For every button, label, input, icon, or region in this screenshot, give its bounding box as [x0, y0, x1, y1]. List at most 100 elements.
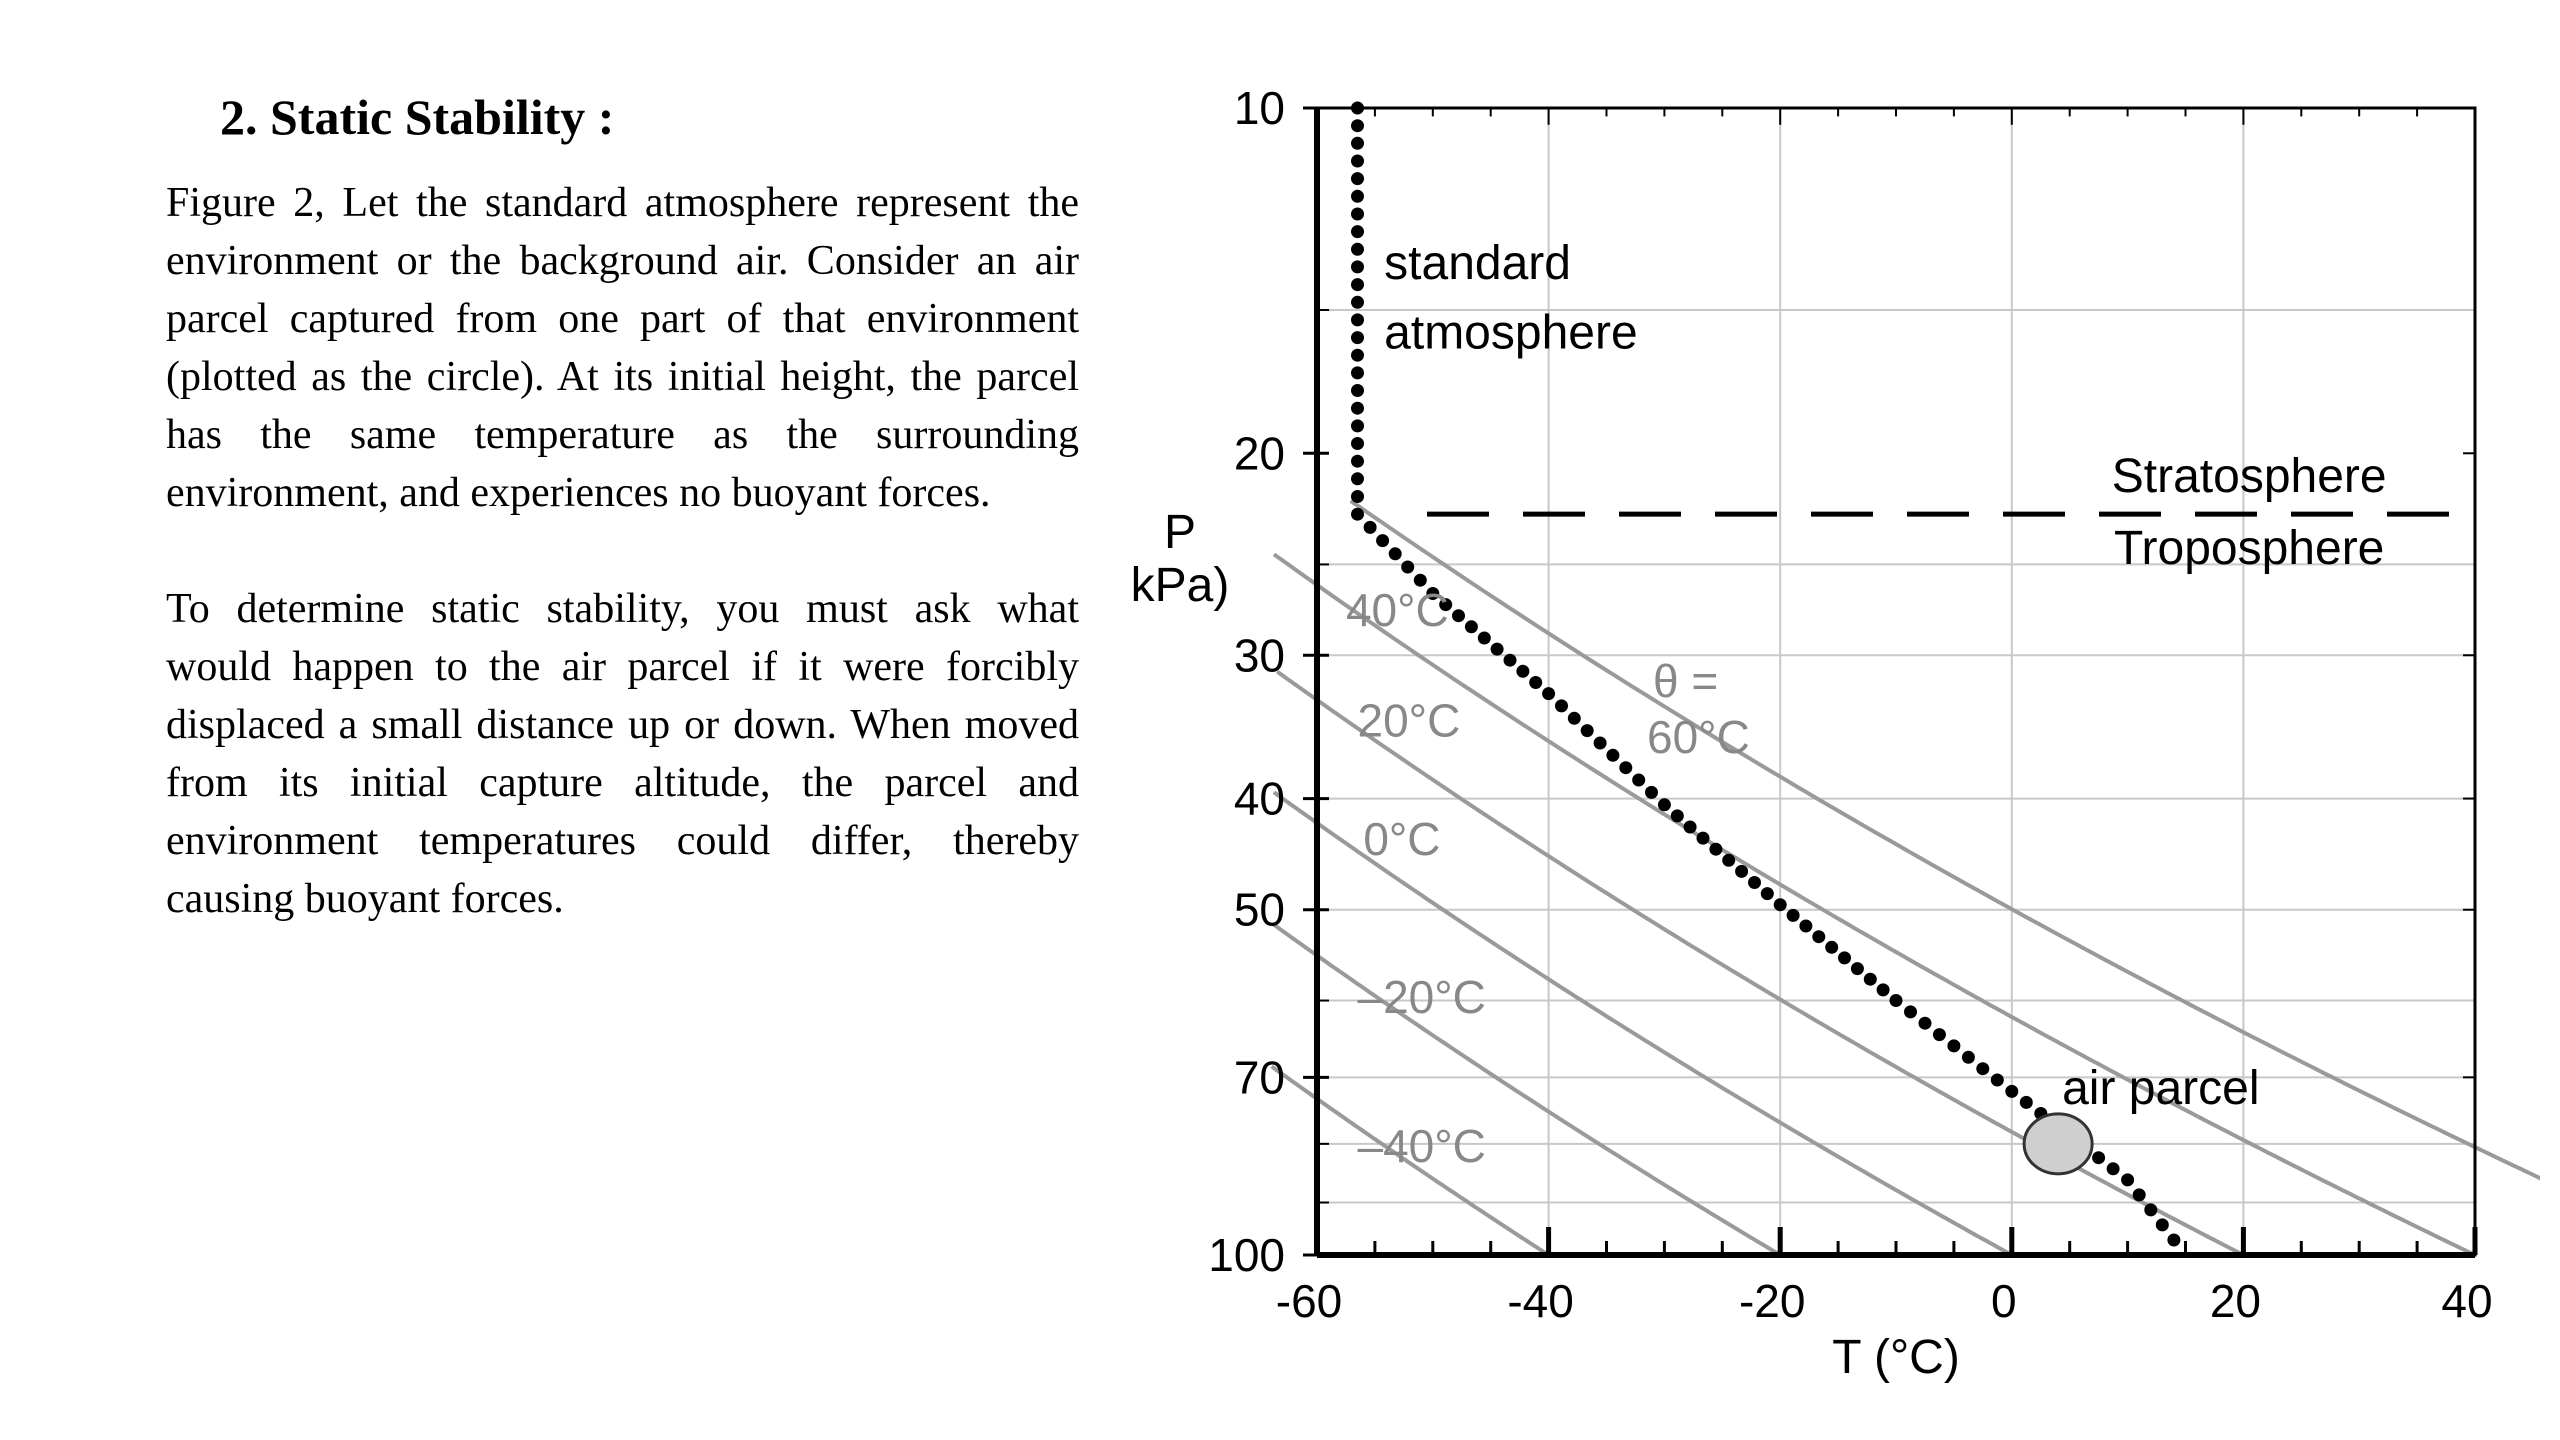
- standard-atmosphere-dot: [2144, 1203, 2158, 1217]
- standard-atmosphere-dot: [1904, 1005, 1917, 1019]
- standard-atmosphere-dot: [2092, 1151, 2106, 1165]
- standard-atmosphere-dot: [1670, 809, 1684, 823]
- standard-atmosphere-dot: [1439, 598, 1453, 612]
- standard-atmosphere-label-line1: standard: [1384, 237, 1571, 290]
- y-tick-label: 10: [1234, 82, 1285, 134]
- standard-atmosphere-dot: [1351, 419, 1364, 433]
- dry-adiabat-line: [1349, 499, 2540, 1181]
- adiabat-label: 20°C: [1358, 694, 1461, 746]
- standard-atmosphere-dot: [1889, 994, 1903, 1007]
- dry-adiabat-line: [1270, 1064, 1550, 1257]
- standard-atmosphere-dot: [1593, 736, 1607, 750]
- y-tick-label: 70: [1234, 1051, 1285, 1103]
- standard-atmosphere-dot: [1351, 260, 1364, 274]
- standard-atmosphere-dot: [1351, 454, 1364, 468]
- air-parcel-marker: [2022, 1112, 2094, 1176]
- paragraph-environment: Figure 2, Let the standard atmosphere re…: [166, 180, 1079, 516]
- standard-atmosphere-dot: [1657, 798, 1671, 812]
- paragraph-static-stability: To determine static stability, you must …: [166, 586, 1079, 922]
- stability-diagram: -60 -40 -20 0 20 40 10 20 30 40 50 70 100 air parcel…: [1131, 82, 2540, 1384]
- standard-atmosphere-dot: [1947, 1039, 1961, 1053]
- standard-atmosphere-dot: [1401, 560, 1415, 574]
- standard-atmosphere-dot: [2132, 1188, 2146, 1202]
- dry-adiabat-line: [1272, 552, 2476, 1257]
- standard-atmosphere-dot: [2167, 1233, 2181, 1247]
- standard-atmosphere-dot: [1863, 972, 1877, 986]
- grid: [1317, 108, 2475, 1255]
- standard-atmosphere-dot: [1632, 773, 1646, 787]
- standard-atmosphere-dot: [1760, 887, 1774, 901]
- standard-atmosphere-dot: [1351, 348, 1364, 362]
- x-tick-label: 20: [2210, 1275, 2261, 1327]
- dry-adiabat-line: [1272, 790, 2013, 1257]
- standard-atmosphere-dot: [1932, 1028, 1946, 1042]
- standard-atmosphere-dot: [1351, 437, 1364, 450]
- standard-atmosphere-dot: [1351, 401, 1364, 415]
- adiabat-label: 0°C: [1363, 813, 1440, 865]
- standard-atmosphere-dot: [1376, 534, 1390, 548]
- air-parcel-label: air parcel: [2062, 1062, 2259, 1115]
- y-tick-label: 40: [1234, 773, 1285, 825]
- chart-labels: air parcel standard atmosphere Stratosphere…: [1131, 237, 2387, 1384]
- dry-adiabat-line: [1276, 669, 2245, 1257]
- standard-atmosphere-dot: [1838, 951, 1851, 965]
- standard-atmosphere-dot: [1351, 278, 1364, 292]
- standard-atmosphere-dot: [1351, 189, 1364, 203]
- standard-atmosphere-dot: [1709, 842, 1723, 856]
- y-axis-title-line2: kPa): [1131, 559, 1230, 612]
- standard-atmosphere-label-line2: atmosphere: [1384, 306, 1637, 359]
- x-tick-label: 0: [1991, 1275, 2017, 1327]
- standard-atmosphere-dot: [1477, 631, 1491, 645]
- standard-atmosphere-dot: [1619, 761, 1633, 775]
- standard-atmosphere-dot: [1645, 785, 1658, 799]
- standard-atmosphere-dot: [1351, 119, 1364, 133]
- x-tick-label: -40: [1507, 1275, 1573, 1327]
- standard-atmosphere-dot: [1722, 853, 1736, 867]
- standard-atmosphere-dot: [1812, 930, 1826, 944]
- standard-atmosphere-dot: [2005, 1084, 2019, 1098]
- x-tick-label: 40: [2441, 1275, 2492, 1327]
- standard-atmosphere-dot: [1351, 172, 1364, 186]
- standard-atmosphere-dot: [1351, 490, 1364, 503]
- y-axis-title-line1: P: [1164, 506, 1196, 559]
- standard-atmosphere-dot: [1351, 295, 1364, 309]
- standard-atmosphere-dot: [1961, 1050, 1975, 1064]
- standard-atmosphere-dot: [1606, 748, 1620, 762]
- dry-adiabats: [1270, 499, 2540, 1257]
- standard-atmosphere-dot: [1567, 711, 1581, 725]
- standard-atmosphere-dot: [1529, 676, 1543, 689]
- standard-atmosphere-dot: [1748, 876, 1761, 889]
- standard-atmosphere-dot: [1876, 983, 1890, 997]
- standard-atmosphere-dot: [1825, 940, 1839, 954]
- y-tick-label: 30: [1234, 629, 1285, 681]
- troposphere-label: Troposphere: [2114, 522, 2384, 575]
- standard-atmosphere-dot: [1351, 154, 1364, 168]
- adiabat-label: 40°C: [1346, 584, 1449, 636]
- standard-atmosphere-dot: [1351, 313, 1364, 327]
- standard-atmosphere-dot: [1464, 620, 1478, 634]
- standard-atmosphere-dot: [1580, 724, 1594, 738]
- y-tick-label: 20: [1234, 427, 1285, 479]
- standard-atmosphere-dot: [1351, 472, 1364, 486]
- standard-atmosphere-dot: [1351, 507, 1364, 521]
- y-tick-label: 100: [1208, 1229, 1285, 1281]
- standard-atmosphere-dot: [1542, 687, 1556, 701]
- standard-atmosphere-dot: [1850, 962, 1864, 976]
- standard-atmosphere-dot: [1976, 1062, 1990, 1076]
- standard-atmosphere-dot: [1351, 207, 1364, 221]
- standard-atmosphere-dot: [1735, 864, 1749, 878]
- standard-atmosphere-dot: [1351, 136, 1364, 150]
- section-heading: 2. Static Stability :: [220, 89, 615, 145]
- standard-atmosphere-dot: [1555, 699, 1568, 713]
- standard-atmosphere-dot: [2106, 1162, 2120, 1176]
- standard-atmosphere-dot: [1990, 1073, 2004, 1087]
- standard-atmosphere-dot: [1490, 642, 1504, 656]
- standard-atmosphere-dot: [1799, 919, 1813, 933]
- adiabat-label: –20°C: [1358, 971, 1486, 1023]
- standard-atmosphere-dot: [1388, 547, 1402, 561]
- x-tick-label: -60: [1276, 1275, 1342, 1327]
- standard-atmosphere-dot: [1351, 101, 1364, 115]
- standard-atmosphere-dot: [1683, 820, 1697, 834]
- standard-atmosphere-profile: [1351, 101, 2181, 1247]
- adiabat-label: 60°C: [1647, 711, 1750, 763]
